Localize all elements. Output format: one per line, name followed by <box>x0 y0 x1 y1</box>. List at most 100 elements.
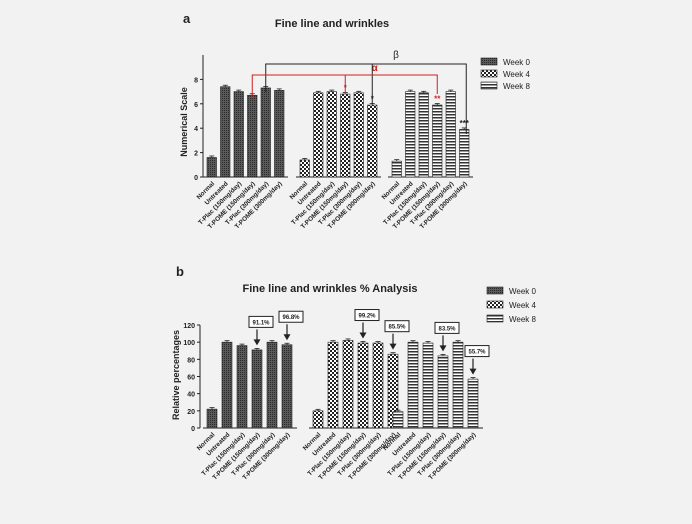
significance-mark: ** <box>434 95 441 104</box>
bar <box>236 345 248 429</box>
y-tick-label: 40 <box>187 392 195 399</box>
callout-label: 91.1% <box>252 320 270 326</box>
bar <box>251 349 263 429</box>
bar <box>452 341 464 429</box>
bar <box>266 341 278 429</box>
y-tick-label: 120 <box>183 323 195 330</box>
y-tick-label: 80 <box>187 357 195 364</box>
bar <box>340 93 351 178</box>
callout-label: 85.5% <box>388 325 406 331</box>
y-tick-label: 2 <box>194 151 198 158</box>
legend-swatch <box>480 81 498 90</box>
bar <box>312 410 324 429</box>
y-tick-label: 100 <box>183 340 195 347</box>
legend-entry: Week 4 <box>509 301 537 310</box>
panel-a-axes: 0 2 4 6 8 <box>194 55 473 182</box>
bar <box>367 104 378 178</box>
significance-mark: *** <box>460 119 470 128</box>
bar <box>392 411 404 429</box>
legend-entry: Week 8 <box>503 82 531 91</box>
bar <box>422 342 434 429</box>
bar <box>220 86 231 178</box>
callout-box <box>384 320 410 333</box>
panel-b: b Fine line and wrinkles % Analysis Rela… <box>171 264 537 481</box>
bar <box>467 378 479 429</box>
callout-label: 55.7% <box>468 350 486 356</box>
panel-b-label: b <box>176 264 184 279</box>
panel-a-bars <box>206 84 470 178</box>
y-tick-label: 8 <box>194 77 198 84</box>
callout-arrowhead <box>359 332 367 339</box>
bar <box>313 92 324 178</box>
callout-label: 99.2% <box>358 314 376 320</box>
bar <box>372 342 384 429</box>
callout-box <box>434 321 460 334</box>
bar <box>437 355 449 429</box>
bar <box>342 340 354 429</box>
significance-mark: * <box>371 95 375 104</box>
beta-bracket <box>265 63 467 134</box>
callout-label: 96.8% <box>282 315 300 321</box>
callout-arrowhead <box>469 368 477 375</box>
alpha-label: α <box>372 63 379 74</box>
beta-label: β <box>393 50 399 61</box>
legend-swatch <box>480 69 498 78</box>
bar <box>326 91 337 178</box>
callout-box <box>248 315 274 328</box>
bar <box>357 342 369 429</box>
y-tick-label: 4 <box>194 126 198 133</box>
bar <box>274 90 285 178</box>
bar <box>281 344 293 429</box>
bar <box>327 341 339 429</box>
legend-entry: Week 0 <box>503 58 531 67</box>
panel-b-bars <box>206 338 479 429</box>
bar <box>206 408 218 429</box>
panel-a: a Fine line and wrinkles Numerical Scale… <box>179 11 531 230</box>
bar <box>353 92 364 178</box>
bar <box>405 91 416 178</box>
callout-label: 83.5% <box>438 326 456 332</box>
legend-entry: Week 4 <box>503 70 531 79</box>
bar <box>459 129 470 178</box>
callout-box <box>464 345 490 358</box>
legend-swatch <box>480 57 498 66</box>
panel-a-title: Fine line and wrinkles <box>275 18 389 30</box>
panel-b-callouts: 91.1% 96.8% 99.2% 85.5% 83.5% 55.7% <box>248 309 490 375</box>
y-tick-label: 0 <box>191 426 195 433</box>
panel-b-axes: 0 20 40 60 80 100 120 <box>183 323 483 433</box>
callout-arrowhead <box>389 343 397 350</box>
panel-b-title: Fine line and wrinkles % Analysis <box>242 283 417 295</box>
legend-swatch <box>486 300 504 309</box>
bar <box>418 92 429 178</box>
bar <box>432 104 443 178</box>
panel-a-label: a <box>183 11 191 26</box>
y-tick-label: 20 <box>187 409 195 416</box>
bar <box>299 159 310 178</box>
bar <box>206 157 217 178</box>
bar <box>445 91 456 178</box>
panel-b-legend: Week 0 Week 4 Week 8 <box>486 286 537 324</box>
callout-box <box>354 309 380 322</box>
bar <box>233 91 244 178</box>
significance-mark: * <box>344 84 348 93</box>
callout-box <box>278 310 304 323</box>
bar <box>260 87 271 178</box>
callout-arrowhead <box>439 345 447 352</box>
legend-entry: Week 8 <box>509 315 537 324</box>
bar <box>247 94 258 178</box>
panel-a-legend: Week 0 Week 4 Week 8 <box>480 57 531 91</box>
bar <box>391 160 402 178</box>
legend-swatch <box>486 314 504 323</box>
callout-arrowhead <box>283 334 291 341</box>
callout-arrowhead <box>253 339 261 346</box>
panel-b-y-axis-label: Relative percentages <box>171 330 181 420</box>
bar <box>407 341 419 429</box>
y-tick-label: 0 <box>194 175 198 182</box>
bar <box>221 341 233 429</box>
legend-entry: Week 0 <box>509 287 537 296</box>
panel-a-y-axis-label: Numerical Scale <box>179 87 189 157</box>
